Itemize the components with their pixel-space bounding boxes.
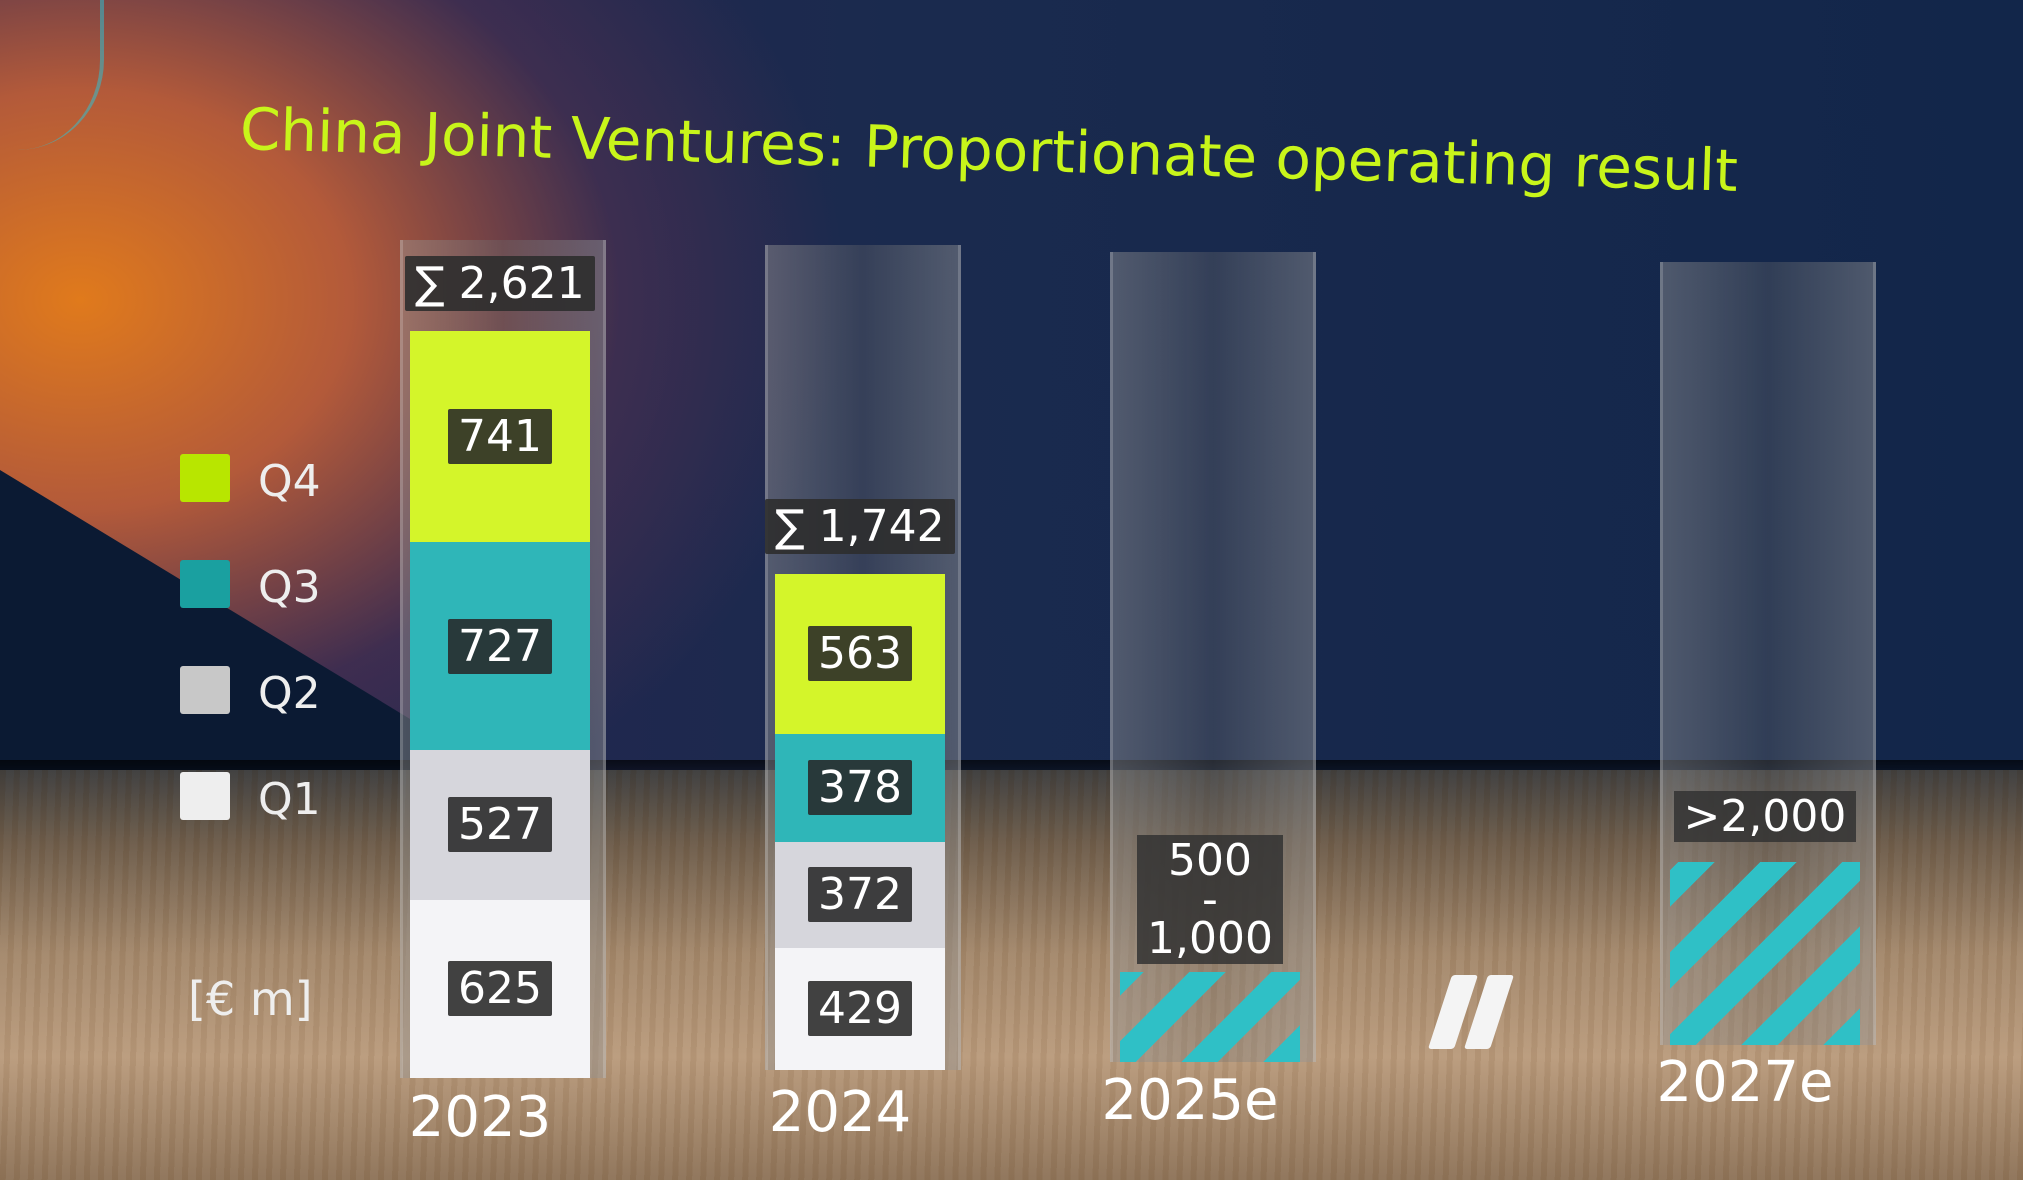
bar-value-label: 741 (448, 409, 552, 465)
category-label: 2027e (1656, 1050, 1834, 1115)
estimate-label-line: 500 (1167, 834, 1252, 886)
category-label: 2024 (768, 1080, 912, 1145)
background-arc (0, 0, 104, 150)
estimate-hatch-2027e (1670, 862, 1860, 1045)
bar-value-label: 563 (808, 626, 912, 682)
axis-break-icon (1427, 975, 1522, 1055)
category-label: 2025e (1101, 1068, 1279, 1133)
bar-value-label: 727 (448, 618, 552, 674)
estimate-label-line: 1,000 (1147, 912, 1273, 964)
estimate-hatch-2025e (1120, 971, 1300, 1062)
category-label: 2023 (408, 1085, 552, 1150)
legend-label-q1: Q1 (258, 774, 321, 825)
bar-total-label: ∑ 1,742 (765, 498, 955, 554)
legend-item-q1: Q1 (180, 768, 380, 825)
bar-value-label: 527 (448, 797, 552, 853)
bar-value-label: 429 (808, 981, 912, 1037)
legend-label-q3: Q3 (258, 562, 321, 613)
legend-label-q4: Q4 (258, 456, 321, 507)
legend-item-q3: Q3 (180, 556, 380, 613)
legend-swatch-q2 (180, 666, 230, 714)
legend-item-q4: Q4 (180, 450, 380, 507)
estimate-label-line: >2,000 (1683, 791, 1847, 843)
unit-label: [€ m] (188, 972, 313, 1026)
legend-item-q2: Q2 (180, 662, 380, 719)
estimate-label: 500-1,000 (1137, 834, 1283, 964)
bar-value-label: 625 (448, 961, 552, 1017)
legend-swatch-q4 (180, 454, 230, 502)
bar-value-label: 372 (808, 867, 912, 923)
bar-total-label: ∑ 2,621 (405, 256, 595, 312)
legend-swatch-q3 (180, 560, 230, 608)
bar-value-label: 378 (808, 760, 912, 816)
estimate-label-line: - (1202, 873, 1218, 925)
estimate-label: >2,000 (1673, 791, 1857, 843)
legend-swatch-q1 (180, 772, 230, 820)
legend-label-q2: Q2 (258, 668, 321, 719)
